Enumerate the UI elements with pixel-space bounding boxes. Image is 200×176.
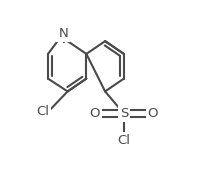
Text: S: S xyxy=(120,107,128,120)
Text: Cl: Cl xyxy=(36,105,49,118)
Text: O: O xyxy=(90,107,100,120)
Text: Cl: Cl xyxy=(117,134,130,147)
Text: O: O xyxy=(148,107,158,120)
Text: N: N xyxy=(58,27,68,40)
